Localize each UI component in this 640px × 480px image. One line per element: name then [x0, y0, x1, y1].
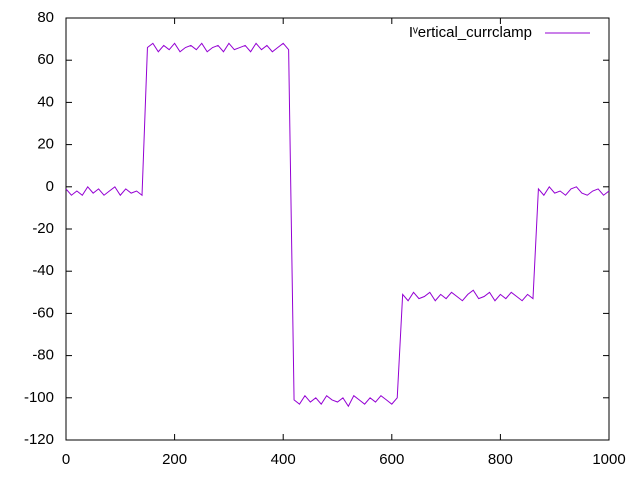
- y-tick-label: 20: [37, 136, 54, 153]
- y-tick-label: -80: [32, 347, 54, 364]
- x-tick-label: 1000: [592, 451, 625, 468]
- series-line: [65, 42, 610, 408]
- y-tick-label: -100: [24, 389, 54, 406]
- y-tick-label: -40: [32, 262, 54, 279]
- plot-border: [65, 17, 610, 441]
- y-tick-label: 80: [37, 9, 54, 26]
- legend-label: Iᵛertical_currclamp: [409, 24, 532, 41]
- x-tick-label: 600: [379, 451, 404, 468]
- x-tick-label: 200: [162, 451, 187, 468]
- x-tick-label: 0: [62, 451, 70, 468]
- y-tick-label: 0: [46, 178, 54, 195]
- y-tick-label: 60: [37, 51, 54, 68]
- y-tick-label: -60: [32, 304, 54, 321]
- y-tick-label: -120: [24, 431, 54, 448]
- x-tick-label: 800: [488, 451, 513, 468]
- y-tick-label: -20: [32, 220, 54, 237]
- y-tick-label: 40: [37, 93, 54, 110]
- x-tick-label: 400: [271, 451, 296, 468]
